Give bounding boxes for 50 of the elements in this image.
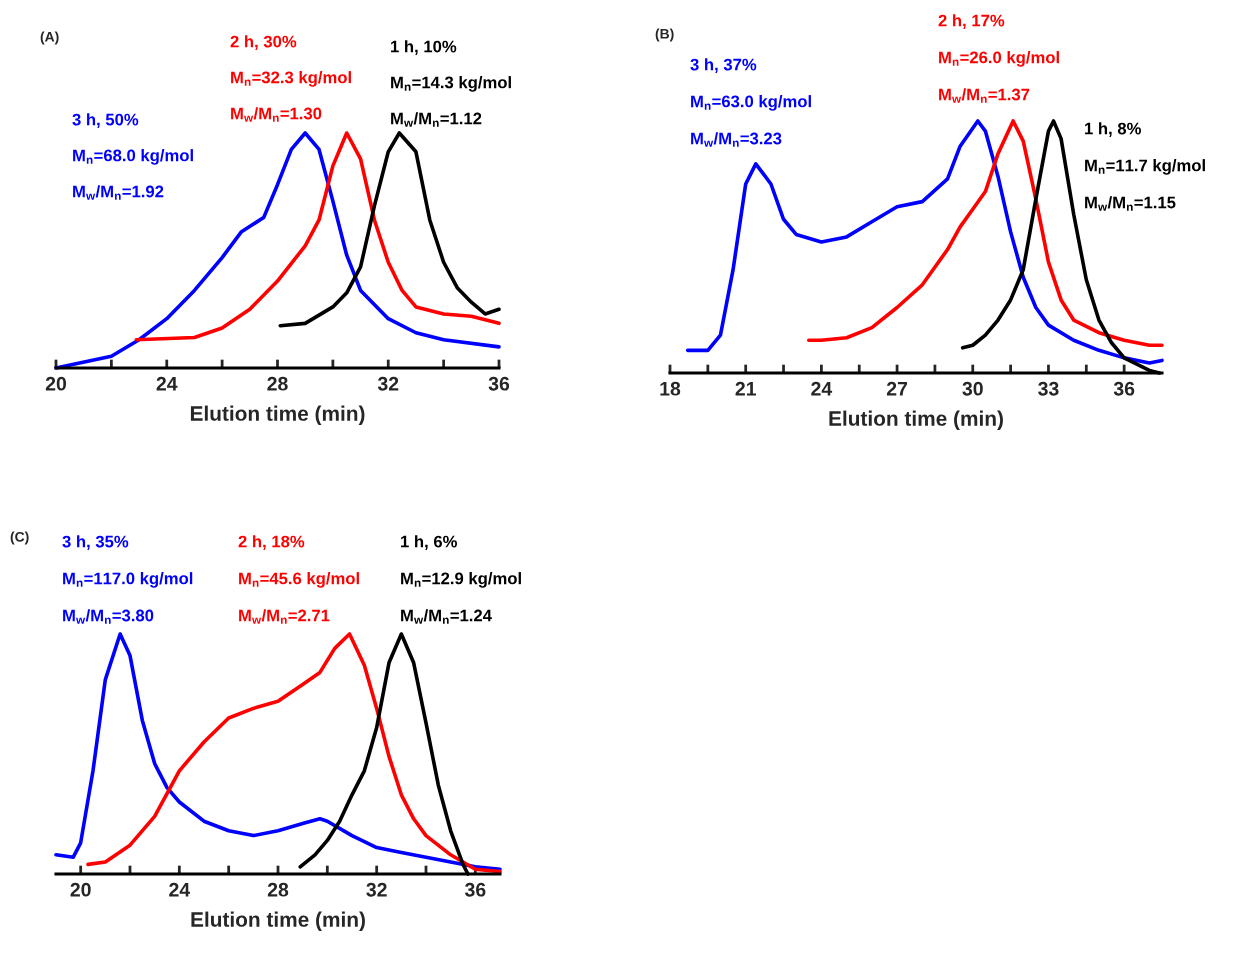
annotation: M$_{w}$/M$_{n}$=3.23 (691, 132, 782, 147)
x-tick-label: 28 (267, 882, 289, 897)
x-tick-label: 32 (377, 376, 399, 391)
x-tick-label: 20 (70, 882, 91, 897)
text: M$_{n}$=26.0 kg/mol (939, 51, 1059, 67)
x-tick-label: 28 (267, 376, 288, 391)
text: M$_{w}$/M$_{n}$=1.12 (391, 112, 482, 127)
text: 2 h, 17% (938, 14, 1005, 29)
text: 3 h, 35% (62, 535, 129, 550)
x-tick-label: 36 (1113, 381, 1135, 396)
text: M$_{n}$=63.0 kg/mol (691, 95, 811, 111)
text: 2 h, 30% (230, 35, 297, 50)
x-tick-label: 20 (45, 376, 67, 391)
x-tick-label: 30 (962, 381, 983, 396)
x-tick-label: 36 (488, 376, 510, 391)
x-tick-label: 24 (811, 381, 833, 396)
chart-title: (B) (655, 28, 674, 42)
annotation: M$_{n}$=68.0 kg/mol (73, 149, 193, 165)
text: M$_{w}$/M$_{n}$=3.80 (63, 609, 154, 624)
text: M$_{n}$=45.6 kg/mol (239, 572, 359, 588)
text: M$_{w}$/M$_{n}$=1.24 (401, 609, 492, 624)
text: M$_{n}$=12.9 kg/mol (401, 572, 521, 588)
x-axis-title: Elution time (min) (829, 410, 1003, 430)
annotation: M$_{n}$=11.7 kg/mol (1085, 159, 1205, 175)
chart-title: (A) (40, 31, 59, 45)
text: 1 h, 10% (391, 40, 457, 55)
text: 3 h, 50% (72, 113, 139, 128)
x-tick-label: 24 (169, 882, 191, 897)
x-tick-label: 18 (660, 381, 681, 396)
x-tick-label: 27 (886, 381, 908, 396)
text: M$_{w}$/M$_{n}$=2.71 (239, 609, 330, 624)
text: M$_{w}$/M$_{n}$=1.30 (231, 107, 322, 122)
annotation: M$_{w}$/M$_{n}$=1.92 (73, 185, 164, 200)
x-tick-label: 24 (156, 376, 178, 391)
x-tick-label: 36 (464, 882, 486, 897)
x-tick-label: 21 (735, 381, 756, 396)
text: M$_{w}$/M$_{n}$=1.37 (939, 88, 1030, 103)
text: 1 h, 6% (401, 535, 457, 550)
x-axis-title: Elution time (min) (191, 911, 365, 931)
x-tick-label: 33 (1038, 381, 1059, 396)
text: M$_{n}$=14.3 kg/mol (391, 76, 511, 92)
text: M$_{n}$=117.0 kg/mol (63, 572, 193, 588)
x-axis-title: Elution time (min) (190, 405, 365, 425)
annotation: 1 h, 8% (1085, 122, 1141, 137)
annotation: M$_{w}$/M$_{n}$=1.15 (1085, 196, 1176, 211)
x-tick-label: 32 (366, 882, 387, 897)
text: 2 h, 18% (238, 535, 305, 550)
chart-title: (C) (10, 531, 29, 545)
text: 3 h, 37% (690, 58, 757, 73)
text: M$_{n}$=32.3 kg/mol (231, 71, 351, 87)
